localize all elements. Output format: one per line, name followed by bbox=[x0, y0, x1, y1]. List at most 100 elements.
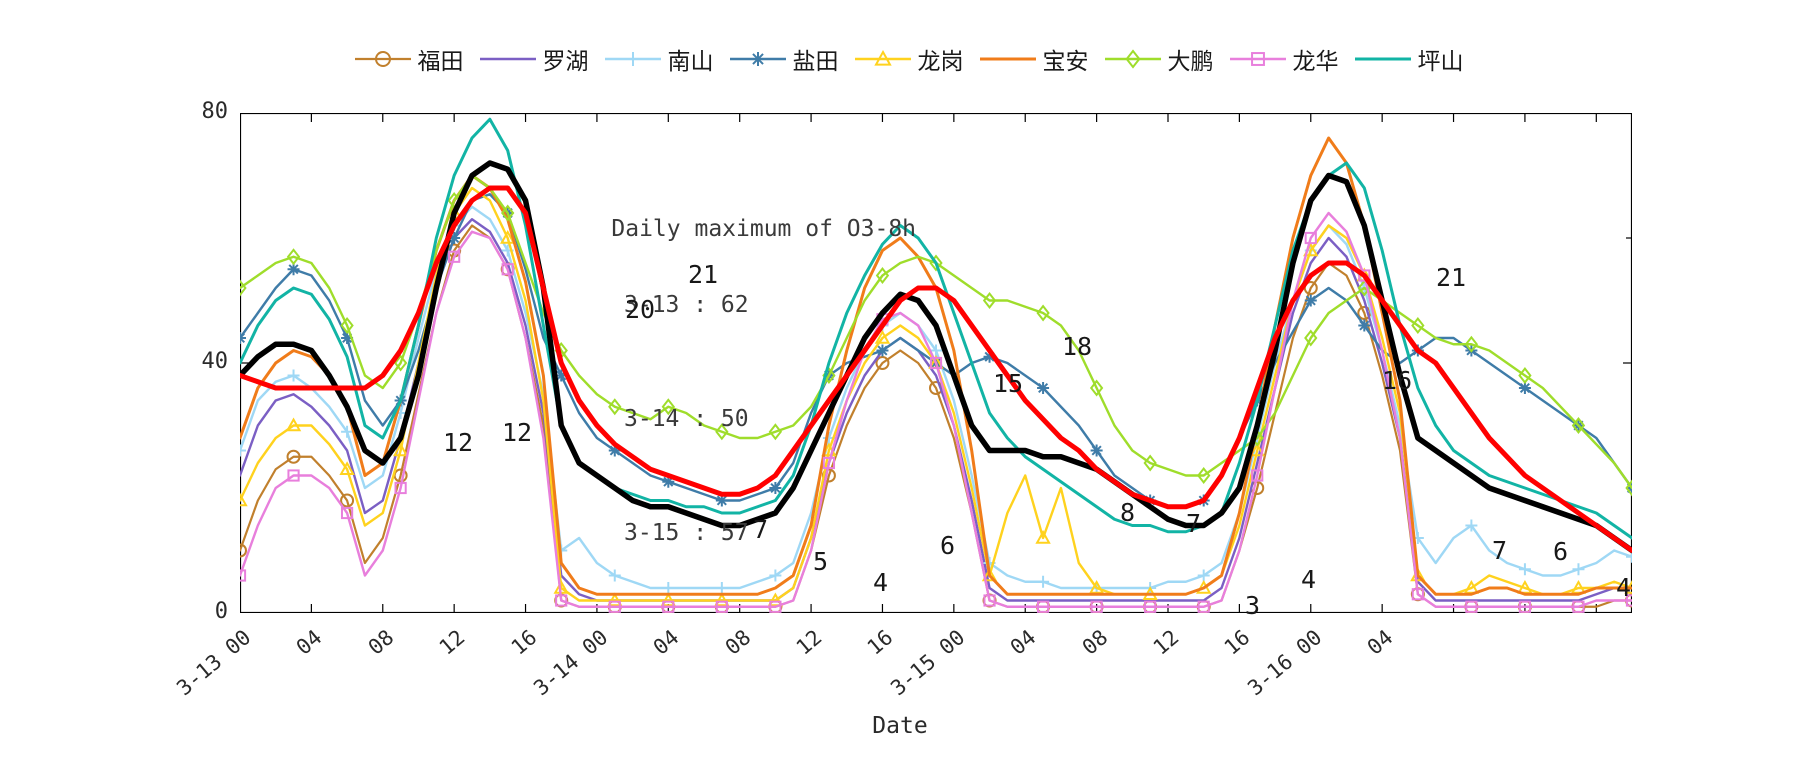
legend-item-8[interactable]: 坪山 bbox=[1353, 42, 1464, 76]
series-marker bbox=[715, 423, 729, 441]
legend-symbol-line-icon bbox=[978, 47, 1038, 71]
series-marker bbox=[1465, 519, 1478, 532]
legend-label-5: 宝安 bbox=[1042, 49, 1089, 75]
series-marker bbox=[1304, 329, 1318, 347]
annotation-row-0: 3-13 : 62 bbox=[624, 292, 749, 318]
series-marker bbox=[929, 356, 943, 370]
legend-label-1: 罗湖 bbox=[542, 49, 589, 75]
series-marker bbox=[1035, 529, 1051, 544]
annotation-title: Daily maximum of O3-8h bbox=[611, 216, 917, 242]
inplot-label-6: 4 bbox=[873, 568, 889, 597]
legend-symbol-triangle-icon bbox=[853, 47, 913, 71]
daily-max-annotation: Daily maximum of O3-8h 3-13 : 62 3-14 : … bbox=[556, 172, 916, 628]
series-marker bbox=[1358, 319, 1371, 332]
series-marker bbox=[983, 594, 996, 607]
inplot-label-13: 4 bbox=[1301, 565, 1317, 594]
series-marker bbox=[874, 329, 891, 344]
series-marker bbox=[287, 469, 300, 482]
series-marker bbox=[769, 600, 782, 613]
series-marker bbox=[1571, 416, 1586, 435]
legend-label-2: 南山 bbox=[667, 49, 714, 75]
series-marker bbox=[555, 594, 568, 607]
series-marker bbox=[1251, 469, 1264, 482]
inplot-label-12: 3 bbox=[1245, 591, 1261, 620]
series-marker bbox=[768, 423, 783, 441]
inplot-label-2: 20 bbox=[625, 295, 656, 324]
series-marker bbox=[340, 493, 355, 508]
series-marker bbox=[714, 592, 730, 607]
series-marker bbox=[1572, 563, 1585, 576]
series-marker bbox=[767, 592, 784, 607]
x-axis-label: Date bbox=[872, 713, 928, 739]
y-tick-label-0: 0 bbox=[214, 599, 228, 624]
series-marker bbox=[981, 567, 998, 582]
series-marker bbox=[1518, 563, 1531, 576]
series-marker bbox=[499, 229, 516, 244]
series-marker bbox=[240, 492, 248, 507]
overlay-observed-mean bbox=[240, 160, 1632, 554]
legend-item-5[interactable]: 宝安 bbox=[978, 42, 1089, 76]
series-marker bbox=[1625, 479, 1632, 497]
legend-symbol-circle-icon bbox=[353, 47, 413, 71]
legend-symbol-plus-icon bbox=[603, 47, 663, 71]
series-marker bbox=[875, 356, 890, 370]
series-marker bbox=[340, 506, 354, 520]
series-marker bbox=[1572, 600, 1585, 613]
legend-item-3[interactable]: 盐田 bbox=[728, 42, 839, 76]
series-marker bbox=[501, 204, 515, 222]
series-marker bbox=[661, 398, 675, 416]
legend-item-0[interactable]: 福田 bbox=[353, 42, 464, 76]
annotation-row-2: 3-15 : 57 bbox=[624, 520, 749, 546]
series-marker bbox=[1304, 231, 1317, 245]
series-marker bbox=[1090, 600, 1103, 613]
series-marker bbox=[287, 369, 300, 382]
series-marker bbox=[1089, 379, 1104, 397]
legend-symbol-line-icon bbox=[478, 47, 538, 71]
chart-legend: 福田 罗湖 南山 盐田 龙岗 宝安 大鹏 龙华 坪山 bbox=[350, 42, 1480, 76]
series-marker bbox=[501, 263, 514, 276]
legend-symbol-diamond-icon bbox=[1103, 47, 1163, 71]
series-marker bbox=[1625, 594, 1632, 607]
series-marker bbox=[607, 592, 623, 607]
series-marker bbox=[769, 482, 782, 494]
legend-item-2[interactable]: 南山 bbox=[603, 42, 714, 76]
legend-label-3: 盐田 bbox=[792, 49, 839, 75]
series-marker bbox=[1197, 600, 1210, 613]
inplot-label-5: 5 bbox=[813, 547, 829, 576]
series-marker bbox=[1249, 442, 1265, 457]
legend-item-4[interactable]: 龙岗 bbox=[853, 42, 964, 76]
plot-area bbox=[240, 113, 1632, 613]
legend-label-4: 龙岗 bbox=[917, 49, 964, 75]
series-marker bbox=[875, 266, 890, 285]
legend-item-6[interactable]: 大鹏 bbox=[1103, 42, 1214, 76]
series-marker bbox=[662, 582, 675, 594]
y-tick-label-80: 80 bbox=[201, 99, 229, 124]
series-marker bbox=[715, 582, 728, 594]
legend-label-0: 福田 bbox=[417, 49, 464, 75]
series-marker bbox=[339, 461, 355, 476]
inplot-label-10: 8 bbox=[1120, 498, 1136, 527]
series-marker bbox=[1465, 600, 1478, 613]
series-marker bbox=[240, 543, 247, 558]
legend-item-7[interactable]: 龙华 bbox=[1228, 42, 1339, 76]
series-marker bbox=[982, 291, 997, 310]
series-marker bbox=[1626, 550, 1632, 563]
series-marker bbox=[1037, 575, 1050, 588]
series-marker bbox=[769, 569, 782, 582]
inplot-label-8: 15 bbox=[993, 369, 1024, 398]
y-tick-label-40: 40 bbox=[201, 349, 229, 374]
legend-label-7: 龙华 bbox=[1292, 49, 1339, 75]
series-marker bbox=[341, 425, 354, 438]
legend-symbol-asterisk-icon bbox=[728, 47, 788, 71]
series-marker bbox=[876, 344, 889, 357]
series-marker bbox=[1358, 269, 1371, 282]
series-marker bbox=[1464, 335, 1479, 353]
legend-label-6: 大鹏 bbox=[1167, 49, 1214, 75]
legend-item-1[interactable]: 罗湖 bbox=[478, 42, 589, 76]
series-marker bbox=[608, 398, 622, 416]
inplot-label-7: 6 bbox=[940, 531, 956, 560]
annotation-row-1: 3-14 : 50 bbox=[624, 406, 749, 432]
series-marker bbox=[715, 494, 728, 507]
series-marker bbox=[822, 456, 836, 470]
series-marker bbox=[662, 600, 675, 613]
